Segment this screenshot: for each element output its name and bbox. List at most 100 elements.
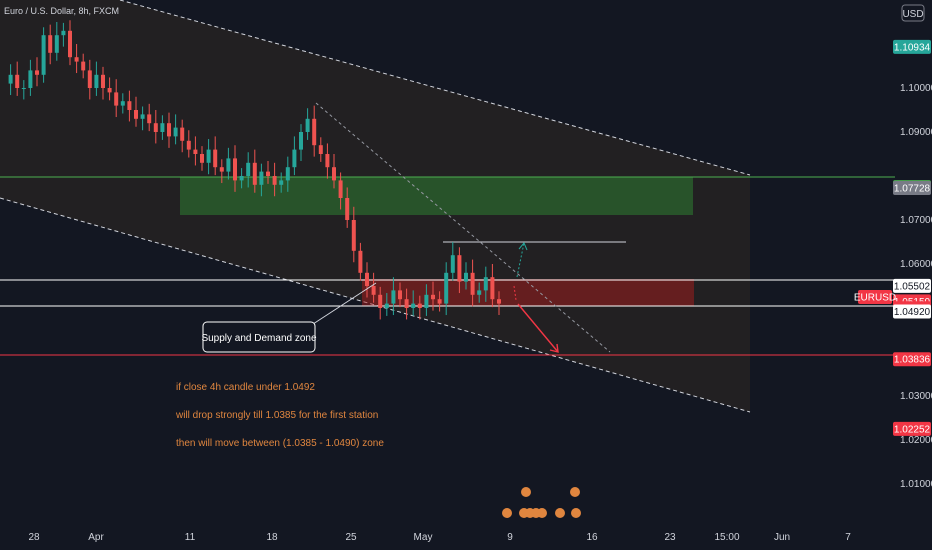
candle-up bbox=[279, 180, 284, 185]
candle-up bbox=[226, 158, 231, 172]
candle-up bbox=[292, 149, 297, 168]
candle-down bbox=[48, 35, 53, 53]
trend-line[interactable] bbox=[315, 102, 611, 353]
candle-up bbox=[94, 74, 99, 88]
candle-up bbox=[444, 272, 449, 304]
candle-down bbox=[167, 123, 171, 137]
candle-up bbox=[391, 290, 396, 304]
candle-down bbox=[87, 70, 92, 88]
event-markers[interactable] bbox=[502, 487, 581, 518]
candle-down bbox=[378, 294, 383, 308]
channel-lower-line[interactable] bbox=[0, 197, 751, 413]
candle-up bbox=[483, 277, 488, 291]
note-line-1: if close 4h candle under 1.0492 bbox=[176, 382, 315, 393]
price-tag: 1.04920 bbox=[894, 307, 931, 318]
candle-down bbox=[101, 74, 105, 88]
symbol-tag: EURUSD bbox=[854, 293, 896, 304]
price-tick-label: 1.01000 bbox=[900, 479, 932, 490]
time-tick-label: 11 bbox=[185, 532, 196, 543]
candle-down bbox=[153, 123, 158, 132]
callout-pointer bbox=[309, 282, 377, 327]
price-tag: 1.07728 bbox=[894, 183, 931, 194]
price-tick-label: 1.10000 bbox=[900, 83, 932, 94]
price-tag-bg bbox=[893, 304, 931, 319]
candle-down bbox=[114, 92, 119, 106]
candle-up bbox=[477, 290, 482, 295]
price-tick-label: 1.09000 bbox=[900, 127, 932, 138]
price-tag: 1.03836 bbox=[894, 355, 931, 366]
price-tag-bg bbox=[893, 352, 931, 367]
candle-down bbox=[431, 294, 435, 300]
candle-down bbox=[338, 180, 343, 198]
event-icon bbox=[555, 508, 565, 518]
candle-down bbox=[358, 250, 363, 273]
time-axis[interactable]: 28 Apr 11 18 25 May 9 16 23 15:00 Jun 7 bbox=[28, 532, 851, 543]
candle-down bbox=[457, 255, 462, 282]
chart-title: Euro / U.S. Dollar, 8h, FXCM bbox=[4, 6, 119, 16]
candle-up bbox=[206, 149, 211, 163]
price-tick-label: 1.03000 bbox=[900, 391, 932, 402]
callout-box[interactable] bbox=[202, 321, 316, 353]
event-icon bbox=[537, 508, 547, 518]
time-tick-label: 7 bbox=[845, 532, 851, 543]
candle-up bbox=[384, 303, 389, 308]
candle-down bbox=[180, 127, 185, 141]
price-tag-bg bbox=[893, 39, 931, 54]
symbol-tag-bg bbox=[858, 290, 892, 304]
candle-up bbox=[8, 74, 13, 84]
price-tag: 1.10934 bbox=[894, 42, 931, 53]
candle-down bbox=[68, 30, 72, 58]
red-zone[interactable] bbox=[362, 279, 694, 306]
candle-down bbox=[398, 290, 402, 300]
candle-down bbox=[81, 61, 86, 71]
price-tag-bg bbox=[893, 421, 931, 436]
candle-down bbox=[233, 158, 237, 181]
candle-up bbox=[246, 162, 251, 176]
candle-up bbox=[41, 35, 46, 75]
price-tag-bg bbox=[893, 278, 931, 293]
candle-up bbox=[140, 114, 145, 119]
candle-down bbox=[404, 299, 409, 308]
candle-down bbox=[345, 198, 350, 220]
candle-down bbox=[371, 286, 376, 295]
channel-upper-line[interactable] bbox=[119, 0, 751, 176]
price-tick-label: 1.07000 bbox=[900, 215, 932, 226]
green-zone[interactable] bbox=[180, 177, 693, 215]
candle-down bbox=[497, 299, 501, 304]
candle-up bbox=[54, 35, 59, 53]
time-tick-label: 16 bbox=[586, 532, 598, 543]
currency-badge[interactable] bbox=[901, 4, 925, 22]
time-tick-label: 25 bbox=[345, 532, 357, 543]
price-tags: 1.109341.077461.077281.055021.0515045:06… bbox=[893, 39, 931, 436]
candle-up bbox=[450, 255, 455, 273]
candle-down bbox=[252, 162, 257, 185]
candle-down bbox=[470, 272, 475, 295]
event-icon bbox=[521, 487, 531, 497]
candle-down bbox=[15, 74, 20, 88]
event-icon bbox=[502, 508, 512, 518]
price-tag: 1.05502 bbox=[894, 281, 931, 292]
candle-up bbox=[299, 132, 303, 150]
price-tick-label: 1.06000 bbox=[900, 259, 932, 270]
price-axis[interactable]: 1.10000 1.09000 1.07000 1.06000 1.03000 1.020… bbox=[900, 83, 932, 490]
candle-down bbox=[107, 88, 112, 93]
candle-down bbox=[312, 118, 317, 146]
candle-up bbox=[424, 294, 429, 308]
candle-down bbox=[219, 167, 224, 172]
candle-down bbox=[147, 114, 152, 124]
note-line-2: will drop strongly till 1.0385 for the f… bbox=[175, 410, 378, 421]
time-tick-label: 9 bbox=[507, 532, 513, 543]
candle-down bbox=[74, 57, 79, 62]
event-icon bbox=[571, 508, 581, 518]
candle-down bbox=[318, 145, 323, 154]
candle-down bbox=[490, 277, 495, 300]
candle-up bbox=[259, 171, 264, 185]
time-tick-label: 18 bbox=[266, 532, 278, 543]
event-icon bbox=[570, 487, 580, 497]
currency-label: USD bbox=[902, 9, 923, 20]
candle-up bbox=[160, 123, 165, 132]
time-tick-label: May bbox=[414, 532, 433, 543]
price-tag-bg bbox=[893, 180, 931, 195]
candle-up bbox=[21, 88, 26, 89]
